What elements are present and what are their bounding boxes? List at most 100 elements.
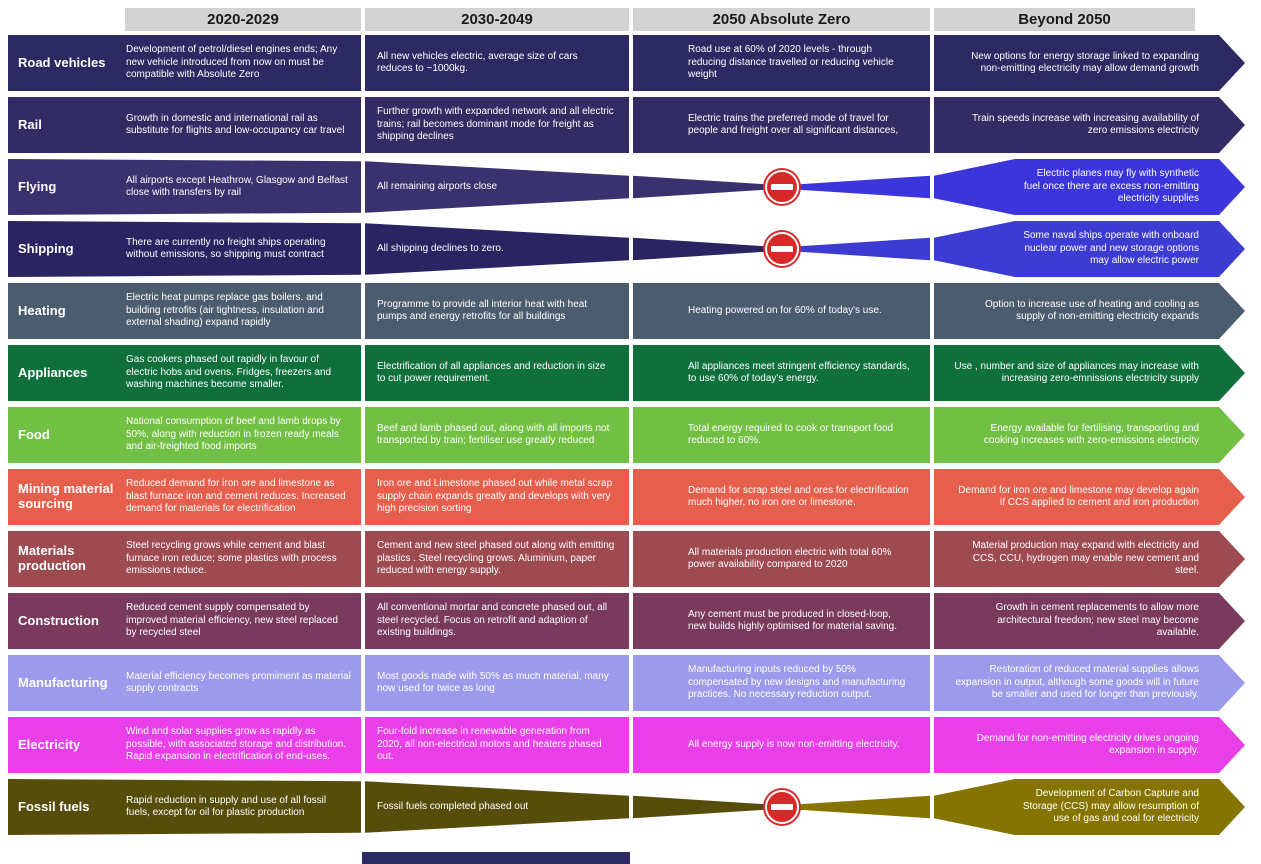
- cell-2020-2029: Reduced demand for iron ore and limeston…: [126, 478, 346, 515]
- band-arrow-segment: Development of Carbon Capture and Storag…: [934, 779, 1245, 835]
- cell-2030-2049: Fossil fuels completed phased out: [377, 800, 529, 812]
- row-mining-material-sourcing: Mining material sourcing Reduced demand …: [0, 469, 1261, 525]
- cell-2050: Demand for scrap steel and ores for elec…: [688, 484, 909, 509]
- cell-beyond-2050: Restoration of reduced material supplies…: [955, 664, 1199, 701]
- band-arrow-segment: Restoration of reduced material supplies…: [934, 655, 1245, 711]
- band-segment: All new vehicles electric, average size …: [365, 35, 629, 91]
- cell-2020-2029: National consumption of beef and lamb dr…: [126, 416, 341, 453]
- row-label: Road vehicles: [18, 54, 106, 70]
- cell-beyond-2050: Development of Carbon Capture and Storag…: [1022, 788, 1199, 825]
- pinch-right-wedge: [782, 237, 930, 261]
- cell-2030-2049: All remaining airports close: [377, 180, 498, 192]
- cell-2030-2049: Four-fold increase in renewable generati…: [377, 726, 602, 763]
- cell-2050: Heating powered on for 60% of today's us…: [688, 304, 882, 316]
- row-label: Food: [18, 426, 50, 442]
- cell-beyond-2050: Use , number and size of appliances may …: [954, 360, 1199, 384]
- pinch-right-wedge: [782, 795, 930, 819]
- band-arrow-segment: Use , number and size of appliances may …: [934, 345, 1245, 401]
- row-rail: Rail Growth in domestic and internationa…: [0, 97, 1261, 153]
- band-segment: Most goods made with 50% as much materia…: [365, 655, 629, 711]
- cell-2020-2029: Rapid reduction in supply and use of all…: [126, 794, 327, 819]
- cell-2020-2029: Development of petrol/diesel engines end…: [126, 44, 338, 81]
- cell-2030-2049: Cement and new steel phased out along wi…: [377, 540, 615, 577]
- row-label: Materials production: [18, 543, 86, 573]
- cell-2030-2049: Beef and lamb phased out, along with all…: [377, 422, 610, 447]
- cell-2050: Total energy required to cook or transpo…: [688, 422, 894, 447]
- band-arrow-segment: Energy available for fertilising, transp…: [934, 407, 1245, 463]
- band-segment: Manufacturing Material efficiency become…: [8, 655, 361, 711]
- band-segment: Iron ore and Limestone phased out while …: [365, 469, 629, 525]
- band-segment: Flying All airports except Heathrow, Gla…: [8, 159, 361, 215]
- row-flying: Flying All airports except Heathrow, Gla…: [0, 159, 1261, 215]
- cell-beyond-2050: Demand for non-emitting electricity driv…: [976, 732, 1199, 756]
- no-entry-icon: [765, 790, 799, 824]
- pinch-left-wedge: [633, 795, 782, 819]
- row-label: Fossil fuels: [18, 798, 90, 814]
- pinch-left-wedge: [633, 175, 782, 199]
- band-segment: Shipping There are currently no freight …: [8, 221, 361, 277]
- row-heating: Heating Electric heat pumps replace gas …: [0, 283, 1261, 339]
- no-entry-icon: [765, 232, 799, 266]
- cell-2050: Road use at 60% of 2020 levels - through…: [688, 44, 894, 81]
- band-segment: Road vehicles Development of petrol/dies…: [8, 35, 361, 91]
- row-label: Manufacturing: [18, 674, 108, 690]
- band-segment: All appliances meet stringent efficiency…: [633, 345, 930, 401]
- cell-2050: Manufacturing inputs reduced by 50% comp…: [688, 664, 906, 701]
- row-construction: Construction Reduced cement supply compe…: [0, 593, 1261, 649]
- band-arrow-segment: Demand for non-emitting electricity driv…: [934, 717, 1245, 773]
- band-segment: Total energy required to cook or transpo…: [633, 407, 930, 463]
- band-segment: Programme to provide all interior heat w…: [365, 283, 629, 339]
- row-materials-production: Materials production Steel recycling gro…: [0, 531, 1261, 587]
- band-segment: Beef and lamb phased out, along with all…: [365, 407, 629, 463]
- band-segment: Any cement must be produced in closed-lo…: [633, 593, 930, 649]
- header-2020-2029: 2020-2029: [125, 8, 361, 31]
- cell-2020-2029: Growth in domestic and international rai…: [126, 112, 345, 137]
- band-segment: All conventional mortar and concrete pha…: [365, 593, 629, 649]
- band-segment: Heating powered on for 60% of today's us…: [633, 283, 930, 339]
- band-segment: All energy supply is now non-emitting el…: [633, 717, 930, 773]
- band-arrow-segment: Demand for iron ore and limestone may de…: [934, 469, 1245, 525]
- cell-2020-2029: Reduced cement supply compensated by imp…: [126, 602, 338, 639]
- band-segment: Electrification of all appliances and re…: [365, 345, 629, 401]
- band-segment: All materials production electric with t…: [633, 531, 930, 587]
- band-arrow-segment: Electric planes may fly with synthetic f…: [934, 159, 1245, 215]
- band-arrow-segment: Option to increase use of heating and co…: [934, 283, 1245, 339]
- cell-beyond-2050: Demand for iron ore and limestone may de…: [958, 484, 1199, 508]
- cell-2030-2049: Electrification of all appliances and re…: [377, 360, 606, 385]
- band-segment: Fossil fuels completed phased out: [365, 781, 629, 833]
- cell-beyond-2050: Growth in cement replacements to allow m…: [995, 602, 1199, 639]
- band-segment: Heating Electric heat pumps replace gas …: [8, 283, 361, 339]
- band-segment: Electricity Wind and solar supplies grow…: [8, 717, 361, 773]
- row-electricity: Electricity Wind and solar supplies grow…: [0, 717, 1261, 773]
- cell-2020-2029: There are currently no freight ships ope…: [126, 236, 326, 261]
- band-segment: Further growth with expanded network and…: [365, 97, 629, 153]
- cell-beyond-2050: Some naval ships operate with onboard nu…: [1023, 230, 1199, 267]
- cell-beyond-2050: Train speeds increase with increasing av…: [972, 112, 1199, 136]
- band-arrow-segment: New options for energy storage linked to…: [934, 35, 1245, 91]
- band-segment: All shipping declines to zero.: [365, 223, 629, 275]
- band-segment: Appliances Gas cookers phased out rapidl…: [8, 345, 361, 401]
- timeline-rows: Road vehicles Development of petrol/dies…: [0, 35, 1261, 841]
- cell-2020-2029: Wind and solar supplies grow as rapidly …: [126, 726, 347, 763]
- cell-2020-2029: Electric heat pumps replace gas boilers.…: [126, 292, 324, 329]
- band-segment: Demand for scrap steel and ores for elec…: [633, 469, 930, 525]
- row-label: Rail: [18, 116, 42, 132]
- footer-strip: [362, 852, 630, 864]
- header-2030-2049: 2030-2049: [365, 8, 629, 31]
- cell-2030-2049: Iron ore and Limestone phased out while …: [377, 478, 613, 515]
- pinch-left-wedge: [633, 237, 782, 261]
- cell-2050: Any cement must be produced in closed-lo…: [688, 608, 897, 633]
- cell-beyond-2050: Option to increase use of heating and co…: [984, 298, 1199, 322]
- cell-2020-2029: Material efficiency becomes promiment as…: [126, 670, 351, 695]
- header-beyond-2050: Beyond 2050: [934, 8, 1195, 31]
- band-segment: Mining material sourcing Reduced demand …: [8, 469, 361, 525]
- band-segment: Rail Growth in domestic and internationa…: [8, 97, 361, 153]
- band-segment: Food National consumption of beef and la…: [8, 407, 361, 463]
- no-entry-icon: [765, 170, 799, 204]
- band-segment: Construction Reduced cement supply compe…: [8, 593, 361, 649]
- band-arrow-segment: Growth in cement replacements to allow m…: [934, 593, 1245, 649]
- cell-2050: Electric trains the preferred mode of tr…: [688, 112, 899, 137]
- cell-2020-2029: Gas cookers phased out rapidly in favour…: [126, 354, 332, 391]
- cell-2030-2049: All shipping declines to zero.: [377, 242, 504, 254]
